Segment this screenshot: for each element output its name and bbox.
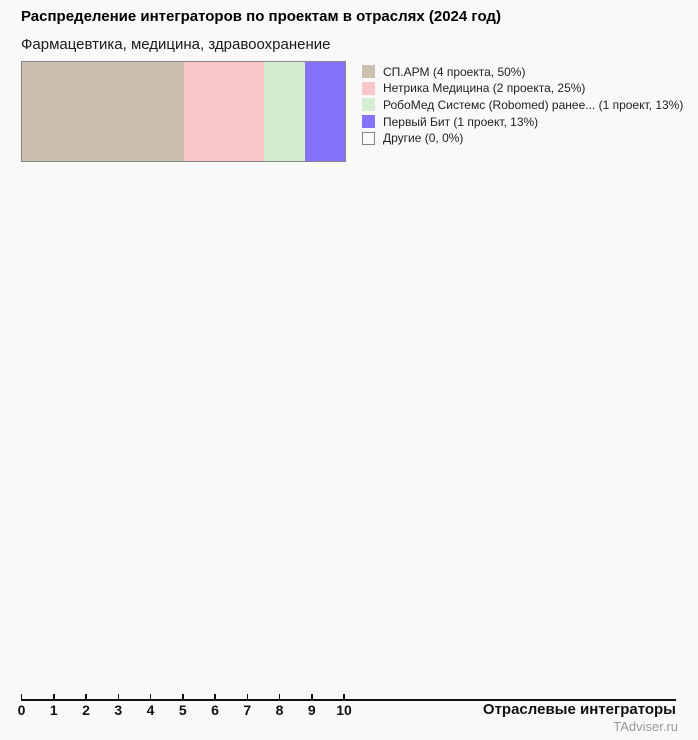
legend-item-label: Другие (0, 0%) [383,131,464,146]
x-tick-mark [278,694,281,700]
legend-item-2: Нетрика Медицина (2 проекта, 25%) [362,81,683,96]
bar-segment-3 [264,62,305,161]
x-axis-label: Отраслевые интеграторы [482,701,676,718]
stacked-bar [21,61,346,162]
x-tick-label: 4 [146,702,155,718]
legend-swatch-icon [362,81,375,95]
legend-item-5: Другие (0, 0%) [362,131,683,146]
x-axis-line [21,699,676,701]
x-tick-mark [246,694,248,700]
x-tick-mark [182,694,184,700]
legend-item-1: СП.АРМ (4 проекта, 50%) [362,64,683,79]
x-tick-label: 8 [275,702,284,718]
x-tick-mark [214,694,216,700]
x-tick-mark [117,694,119,700]
legend-item-label: Нетрика Медицина (2 проекта, 25%) [383,81,586,96]
x-tick-label: 5 [178,702,187,718]
legend-swatch-icon [362,115,375,129]
x-tick-label: 10 [336,702,352,718]
x-tick-label: 6 [211,702,219,718]
legend-item-4: Первый Бит (1 проект, 13%) [362,114,683,129]
legend-item-label: Первый Бит (1 проект, 13%) [383,114,539,129]
legend-item-label: СП.АРМ (4 проекта, 50%) [383,64,526,79]
chart-title: Распределение интеграторов по проектам в… [21,8,501,25]
legend-swatch-icon [362,98,375,112]
x-tick-mark [311,694,313,700]
legend-swatch-icon [362,131,375,145]
x-tick-mark [53,694,55,700]
x-tick-label: 1 [49,702,58,718]
x-tick-label: 7 [243,702,252,718]
bar-segment-1 [22,62,184,161]
x-tick-mark [85,694,87,700]
legend-item-3: РобоМед Системс (Robomed) ранее... (1 пр… [362,97,684,112]
bar-segment-2 [183,62,265,161]
x-tick-label: 2 [82,702,90,718]
bar-segment-4 [304,62,345,161]
x-tick-mark [343,694,345,700]
legend-swatch-icon [362,65,375,78]
x-tick-mark [20,694,23,700]
x-tick-label: 3 [114,702,123,718]
x-tick-label: 0 [17,702,26,718]
tadviser-watermark: TAdviser.ru [613,719,678,734]
legend: СП.АРМ (4 проекта, 50%) Нетрика Медицина … [362,65,683,145]
x-tick-label: 9 [307,702,316,718]
chart-subtitle: Фармацевтика, медицина, здравоохранение [21,36,331,53]
x-tick-mark [149,694,152,700]
legend-item-label: РобоМед Системс (Robomed) ранее... (1 пр… [383,97,684,112]
